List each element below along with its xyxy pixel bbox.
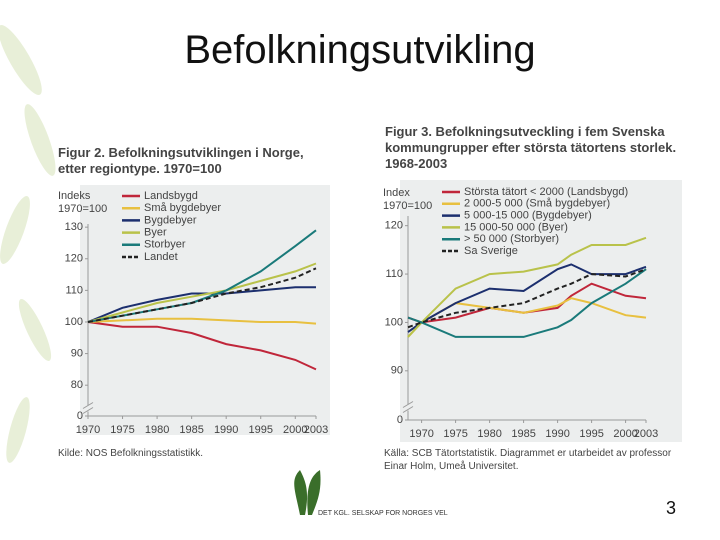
series-line bbox=[87, 321, 317, 371]
series-line bbox=[407, 236, 647, 338]
y-tick-label: 120 bbox=[65, 253, 83, 265]
x-tick-label: 2003 bbox=[304, 424, 328, 436]
legend-label: 15 000-50 000 (Byer) bbox=[464, 221, 568, 233]
source-note: Källa: SCB Tätortstatistik. Diagrammet e… bbox=[384, 448, 672, 472]
y-tick-label: 110 bbox=[65, 284, 83, 296]
legend-label: Bygdebyer bbox=[144, 214, 197, 226]
series-line bbox=[407, 268, 647, 329]
axis-break-mark bbox=[402, 406, 414, 413]
axis-break-mark bbox=[82, 402, 94, 409]
x-tick-label: 2000 bbox=[613, 428, 637, 440]
x-tick-label: 1980 bbox=[145, 424, 169, 436]
legend-label: 2 000-5 000 (Små bygdebyer) bbox=[464, 198, 610, 210]
x-tick-label: 1970 bbox=[409, 428, 433, 440]
x-tick-label: 1975 bbox=[110, 424, 134, 436]
slide-title: Befolkningsutvikling bbox=[184, 28, 536, 72]
y-tick-label: 0 bbox=[397, 414, 403, 426]
legend-label: Små bygdebyer bbox=[144, 202, 221, 214]
y-tick-label: 0 bbox=[77, 410, 83, 422]
legend-label: > 50 000 (Storbyer) bbox=[464, 233, 559, 245]
x-tick-label: 1995 bbox=[248, 424, 272, 436]
source-note: Kilde: NOS Befolkningsstatistikk. bbox=[58, 448, 204, 459]
x-tick-label: 1985 bbox=[511, 428, 535, 440]
y-axis-label: Indeks 1970=100 bbox=[58, 190, 108, 215]
x-tick-label: 1985 bbox=[179, 424, 203, 436]
leaf-decoration bbox=[0, 24, 56, 463]
y-tick-label: 100 bbox=[385, 316, 403, 328]
y-tick-label: 90 bbox=[71, 347, 83, 359]
x-tick-label: 1990 bbox=[545, 428, 569, 440]
legend-label: Landet bbox=[144, 251, 178, 263]
series-line bbox=[407, 268, 647, 338]
chart-title: Figur 3. Befolkningsutveckling i fem Sve… bbox=[385, 124, 677, 171]
y-tick-label: 100 bbox=[65, 316, 83, 328]
legend-label: Största tätort < 2000 (Landsbygd) bbox=[464, 186, 628, 198]
legend-label: Sa Sverige bbox=[464, 245, 518, 257]
axis-break-mark bbox=[82, 407, 94, 414]
series-line bbox=[87, 267, 317, 323]
x-tick-label: 1980 bbox=[477, 428, 501, 440]
legend-label: Storbyer bbox=[144, 239, 186, 251]
axis-break-gap bbox=[404, 404, 412, 411]
logo bbox=[294, 470, 321, 515]
legend-label: Landsbygd bbox=[144, 190, 198, 202]
logo-text: DET KGL. SELSKAP FOR NORGES VEL bbox=[318, 510, 448, 517]
series-line bbox=[407, 263, 647, 333]
y-tick-label: 80 bbox=[71, 379, 83, 391]
y-axis-label: Index 1970=100 bbox=[383, 187, 433, 212]
axis-break-mark bbox=[402, 401, 414, 408]
page-number: 3 bbox=[666, 498, 677, 518]
series-line bbox=[407, 282, 647, 324]
x-tick-label: 1975 bbox=[443, 428, 467, 440]
x-tick-label: 2000 bbox=[283, 424, 307, 436]
series-line bbox=[87, 262, 317, 323]
y-tick-label: 120 bbox=[385, 220, 403, 232]
legend-label: Byer bbox=[144, 227, 167, 239]
y-tick-label: 110 bbox=[385, 268, 403, 280]
x-tick-label: 1990 bbox=[214, 424, 238, 436]
y-tick-label: 90 bbox=[391, 365, 403, 377]
plot-background bbox=[80, 185, 330, 435]
series-line bbox=[87, 317, 317, 325]
chart-title: Figur 2. Befolkningsutviklingen i Norge,… bbox=[58, 145, 304, 176]
axis-break-gap bbox=[84, 405, 92, 412]
y-tick-label: 130 bbox=[65, 221, 83, 233]
x-tick-label: 2003 bbox=[634, 428, 658, 440]
x-tick-label: 1995 bbox=[579, 428, 603, 440]
x-tick-label: 1970 bbox=[76, 424, 100, 436]
legend-label: 5 000-15 000 (Bygdebyer) bbox=[464, 210, 592, 222]
